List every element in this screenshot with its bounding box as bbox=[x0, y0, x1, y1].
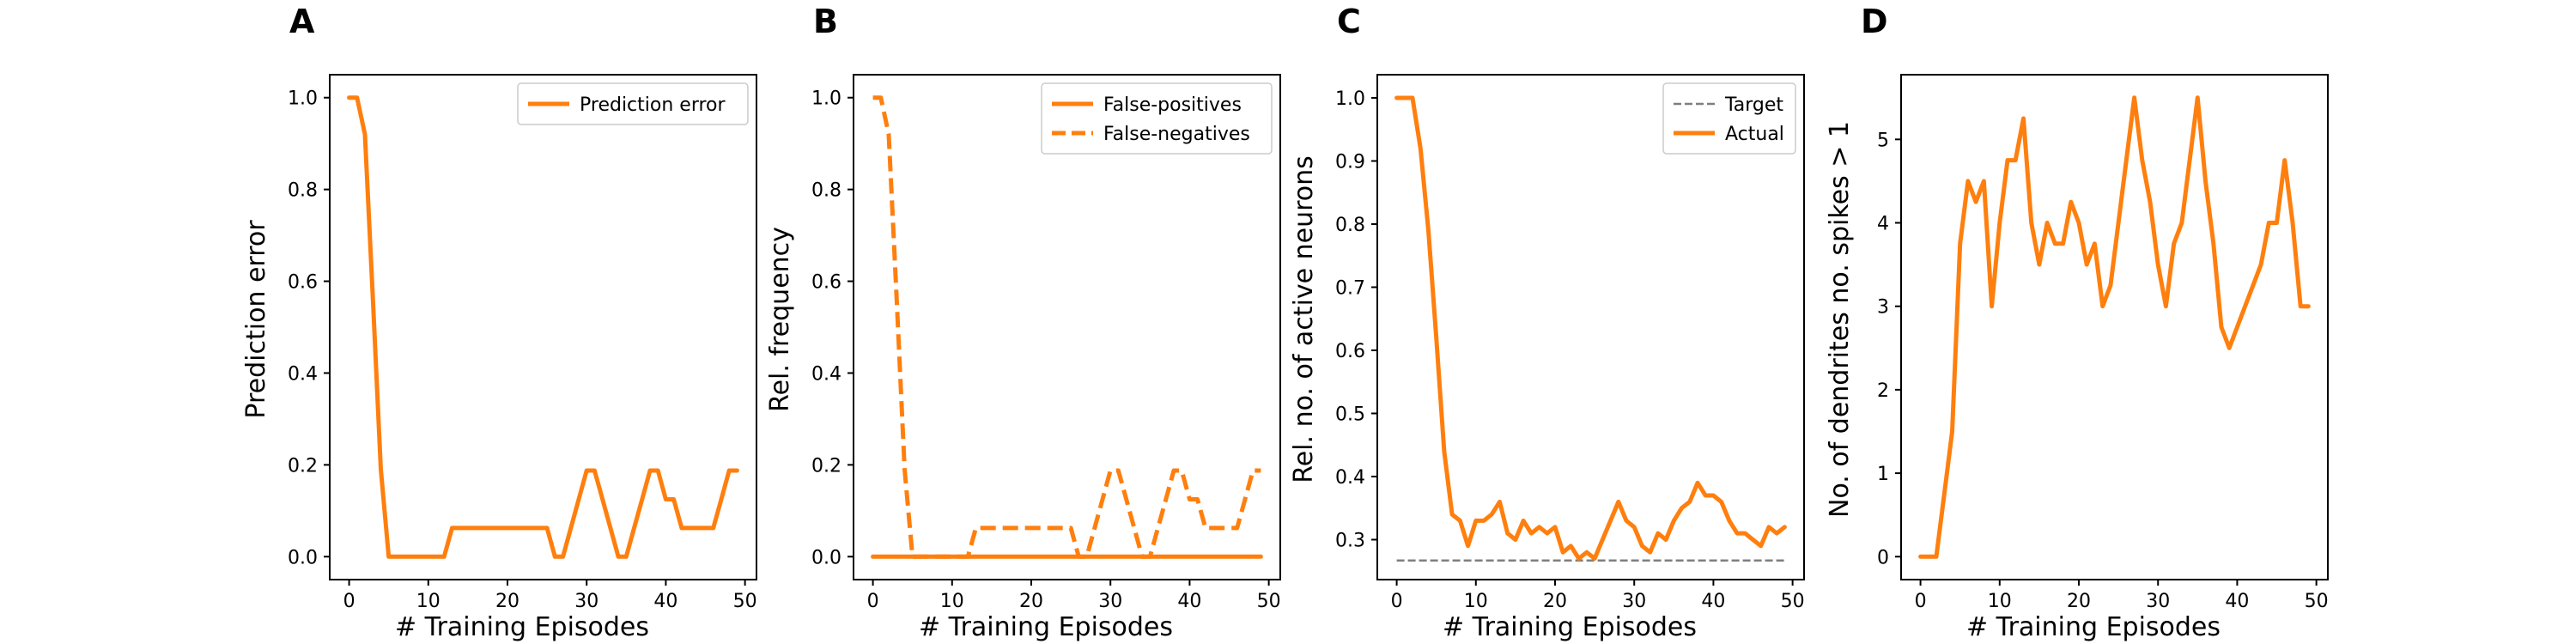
panel-a-xlabel: # Training Episodes bbox=[395, 612, 649, 642]
panel-d-ytick-label: 1 bbox=[1877, 464, 1889, 485]
panel-a-xtick-label: 0 bbox=[343, 591, 355, 612]
panel-b-axes-frame bbox=[853, 74, 1281, 580]
panel-d-axes-frame bbox=[1900, 74, 2329, 580]
panel-a-xtick-label: 50 bbox=[733, 591, 757, 612]
panel-d-ytick-label: 3 bbox=[1877, 297, 1889, 319]
panel-d-xtick-label: 0 bbox=[1915, 591, 1927, 612]
panel-b-ytick-label: 0.8 bbox=[811, 180, 841, 202]
panel-b-ytick-label: 1.0 bbox=[811, 88, 841, 110]
panel-b-xlabel: # Training Episodes bbox=[919, 612, 1173, 642]
panel-a-xtick-label: 20 bbox=[495, 591, 519, 612]
panel-a-ytick-label: 0.4 bbox=[288, 363, 318, 385]
panel-c-series-1-line bbox=[1394, 95, 1787, 561]
panel-a-ylabel: Prediction error bbox=[241, 220, 271, 419]
panel-c-xtick-label: 20 bbox=[1543, 591, 1567, 612]
panel-d-xtick-label: 40 bbox=[2225, 591, 2249, 612]
panel-a-xtick-label: 30 bbox=[574, 591, 598, 612]
panel-c-ytick-label: 1.0 bbox=[1335, 88, 1365, 110]
panel-d-letter: D bbox=[1861, 3, 1888, 40]
panel-d-ytick-label: 0 bbox=[1877, 547, 1889, 568]
panel-c-legend: Target Actual bbox=[1662, 82, 1796, 155]
panel-b-xtick-label: 30 bbox=[1098, 591, 1122, 612]
panel-a-ytick-label: 0.8 bbox=[288, 180, 318, 202]
panel-c-ytick-label: 0.8 bbox=[1335, 215, 1365, 236]
panel-a-ytick-label: 0.2 bbox=[288, 455, 318, 477]
panel-b-legend-label: False-negatives bbox=[1103, 124, 1250, 145]
panel-c-xtick-label: 10 bbox=[1464, 591, 1488, 612]
panel-a-axes-frame bbox=[329, 74, 757, 580]
panel-c-axes-frame bbox=[1376, 74, 1805, 580]
panel-a-series-0-line bbox=[347, 95, 739, 559]
panel-b-ytick-label: 0.6 bbox=[811, 272, 841, 294]
panel-b: B 0 10 20 30 40 50 0.0 0.2 0.4 0.6 0.8 1.0 False-pos… bbox=[765, 3, 1281, 642]
panel-c-xtick-label: 0 bbox=[1391, 591, 1403, 612]
panel-c-ytick-label: 0.7 bbox=[1335, 277, 1365, 299]
panel-c-xlabel: # Training Episodes bbox=[1443, 612, 1697, 642]
panel-c-plot: 0 10 20 30 40 50 0.3 0.4 0.5 0.6 0.7 0.8 0.9 1.0 Targe… bbox=[1335, 74, 1805, 612]
panel-b-series-1-line bbox=[872, 95, 1261, 559]
panel-a-ytick-label: 0.6 bbox=[288, 272, 318, 294]
panel-d-series-0-line bbox=[1918, 95, 2311, 559]
panel-c-legend-box bbox=[1662, 82, 1796, 155]
panel-b-legend-label: False-positives bbox=[1103, 94, 1242, 116]
panel-c-ytick-label: 0.9 bbox=[1335, 151, 1365, 173]
panel-a-ytick-label: 0.0 bbox=[288, 547, 318, 568]
panel-b-plot: 0 10 20 30 40 50 0.0 0.2 0.4 0.6 0.8 1.0 False-posit… bbox=[811, 74, 1281, 612]
panel-b-ytick-label: 0.0 bbox=[811, 547, 841, 568]
panel-d-ytick-label: 2 bbox=[1877, 380, 1889, 402]
panel-b-xtick-label: 20 bbox=[1019, 591, 1043, 612]
panel-c-ytick-label: 0.5 bbox=[1335, 404, 1365, 425]
panel-b-xtick-label: 50 bbox=[1257, 591, 1281, 612]
panel-b-ytick-label: 0.2 bbox=[811, 455, 841, 477]
panel-a-xtick-label: 10 bbox=[416, 591, 440, 612]
panel-a-letter: A bbox=[289, 3, 315, 40]
panel-a-legend: Prediction error bbox=[517, 82, 749, 125]
panel-c-ytick-label: 0.4 bbox=[1335, 467, 1365, 489]
panel-d-xtick-label: 50 bbox=[2305, 591, 2329, 612]
panel-d-ylabel: No. of dendrites no. spikes > 1 bbox=[1825, 121, 1855, 518]
panel-c-ylabel: Rel. no. of active neurons bbox=[1289, 155, 1319, 483]
panel-b-ytick-label: 0.4 bbox=[811, 363, 841, 385]
panel-b-ylabel: Rel. frequency bbox=[765, 227, 795, 412]
panel-d-xlabel: # Training Episodes bbox=[1966, 612, 2221, 642]
panel-a-plot: 0 10 20 30 40 50 0.0 0.2 0.4 0.6 0.8 1.0 Prediction … bbox=[288, 74, 757, 612]
panel-c-letter: C bbox=[1337, 3, 1361, 40]
panel-c-legend-label: Target bbox=[1724, 94, 1783, 116]
panel-b-legend: False-positives False-negatives bbox=[1041, 82, 1273, 155]
panel-c: C 0 10 20 30 40 50 0.3 0.4 0.5 0.6 0.7 0.8 0.9 1.0 Tar… bbox=[1289, 3, 1805, 642]
panel-d-xtick-label: 20 bbox=[2067, 591, 2091, 612]
panel-b-xtick-label: 40 bbox=[1177, 591, 1201, 612]
panel-a-ytick-label: 1.0 bbox=[288, 88, 318, 110]
panel-d-xtick-label: 30 bbox=[2146, 591, 2170, 612]
panel-c-xtick-label: 40 bbox=[1701, 591, 1725, 612]
panel-a-legend-box bbox=[517, 82, 749, 125]
panel-c-legend-label: Actual bbox=[1725, 124, 1784, 145]
panel-d-ytick-label: 5 bbox=[1877, 130, 1889, 151]
panel-c-ytick-label: 0.3 bbox=[1335, 530, 1365, 551]
panel-c-ytick-label: 0.6 bbox=[1335, 341, 1365, 362]
panel-a: A 0 10 20 30 40 50 0.0 0.2 0.4 0.6 0.8 1.0 Predictio… bbox=[241, 3, 757, 642]
panel-c-xtick-label: 30 bbox=[1622, 591, 1646, 612]
panel-b-xtick-label: 0 bbox=[867, 591, 879, 612]
panel-a-legend-label: Prediction error bbox=[580, 94, 726, 116]
panel-b-legend-box bbox=[1041, 82, 1273, 155]
panel-d-xtick-label: 10 bbox=[1988, 591, 2012, 612]
panel-b-xtick-label: 10 bbox=[940, 591, 964, 612]
panel-b-letter: B bbox=[813, 3, 838, 40]
panel-a-xtick-label: 40 bbox=[653, 591, 677, 612]
panel-d-plot: 0 10 20 30 40 50 0 1 2 3 4 5 bbox=[1877, 74, 2329, 612]
panel-c-xtick-label: 50 bbox=[1781, 591, 1805, 612]
panel-d-ytick-label: 4 bbox=[1877, 214, 1889, 235]
